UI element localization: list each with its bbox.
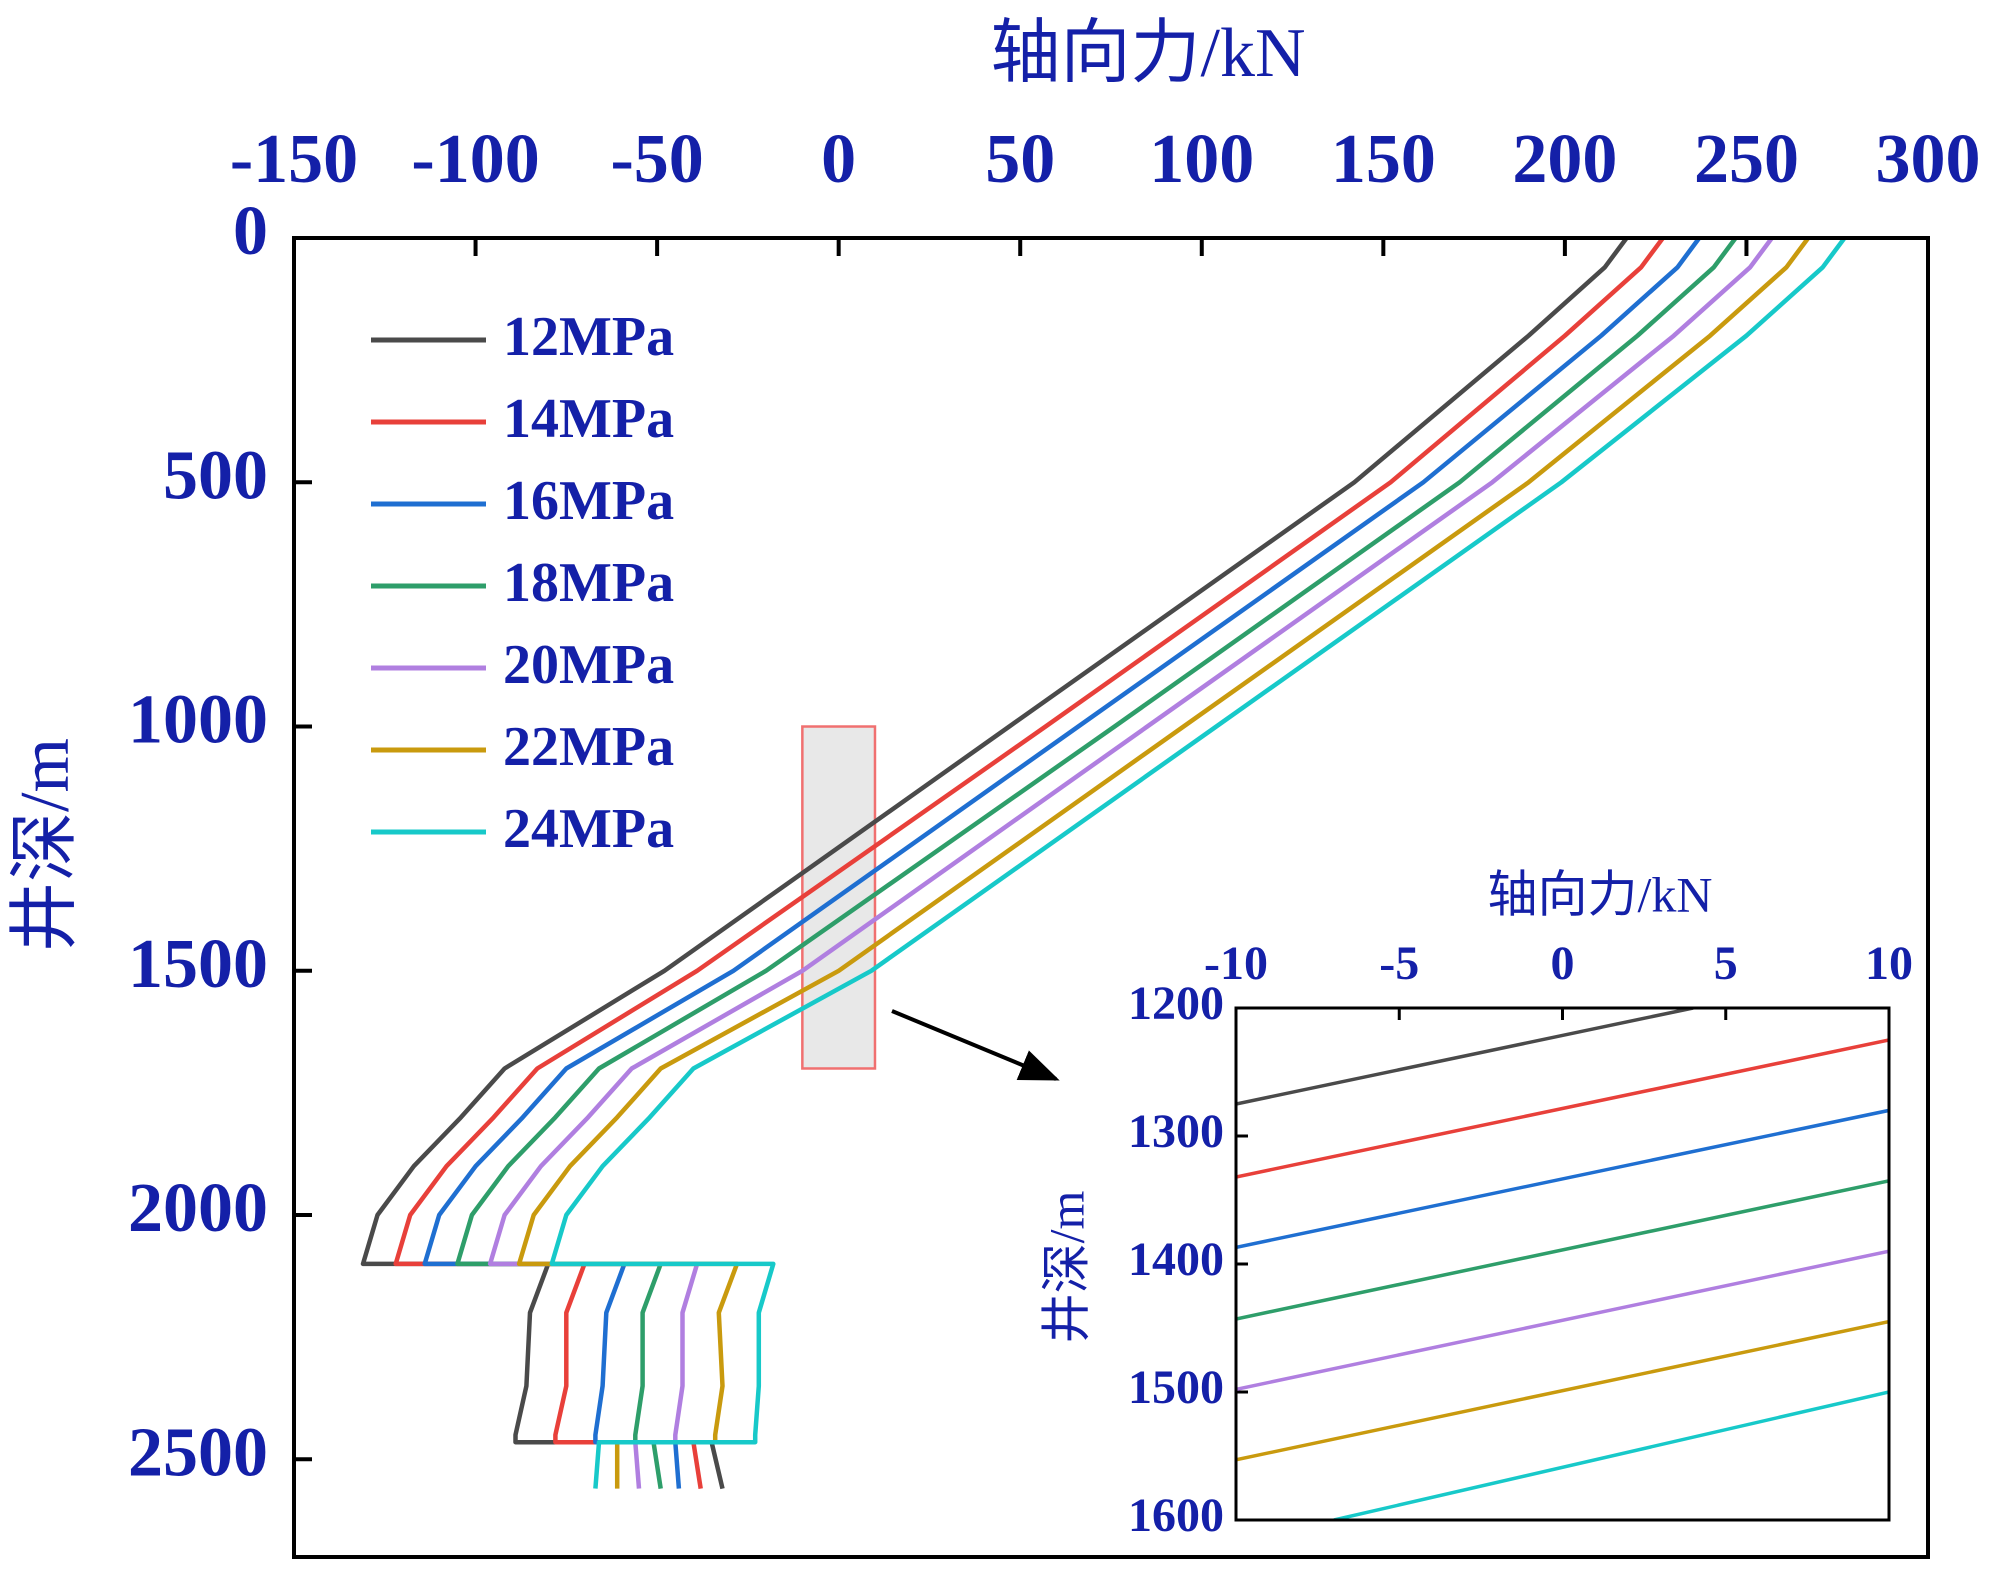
series-line	[1236, 1108, 1889, 1250]
y-tick-label: 2500	[128, 1414, 268, 1491]
y-tick-label: 1000	[128, 682, 268, 759]
x-axis-title: 轴向力/kN	[991, 15, 1306, 92]
x-tick-label: 200	[1512, 121, 1617, 198]
x-tick-label: 50	[985, 121, 1055, 198]
legend-label: 20MPa	[503, 634, 674, 696]
series-line	[1236, 1008, 1694, 1106]
series-line	[455, 238, 1738, 1489]
plot-background	[1236, 1008, 1889, 1520]
series-line	[393, 238, 1665, 1489]
x-tick-label: 0	[821, 121, 856, 198]
legend-label: 24MPa	[503, 798, 674, 860]
x-tick-label: 150	[1331, 121, 1436, 198]
x-tick-label: -10	[1204, 937, 1268, 990]
series-line	[1236, 1179, 1889, 1321]
x-tick-label: 0	[1551, 937, 1575, 990]
x-tick-label: -100	[411, 121, 539, 198]
x-tick-label: -150	[230, 121, 358, 198]
y-tick-label: 1500	[128, 926, 268, 1003]
y-tick-label: 1200	[1128, 977, 1224, 1030]
plot-frame	[1234, 1006, 1891, 1522]
legend-label: 22MPa	[503, 716, 674, 778]
legend-label: 16MPa	[503, 470, 674, 532]
series-line	[1236, 1038, 1889, 1179]
series-line	[516, 238, 1811, 1489]
y-tick-label: 1400	[1128, 1233, 1224, 1286]
series-line	[422, 238, 1702, 1489]
legend-label: 12MPa	[503, 306, 674, 368]
series-line	[487, 238, 1774, 1489]
plot-area	[1236, 1008, 1889, 1520]
x-tick-label: 5	[1714, 937, 1738, 990]
y-axis-title: 井深/m	[7, 738, 84, 952]
plot-frame	[292, 236, 1930, 1559]
series-line	[1236, 1249, 1889, 1392]
y-tick-label: 1300	[1128, 1105, 1224, 1158]
x-tick-label: 250	[1694, 121, 1799, 198]
y-tick-label: 1600	[1128, 1489, 1224, 1542]
y-tick-label: 2000	[128, 1170, 268, 1247]
x-tick-label: -5	[1379, 937, 1419, 990]
zoom-arrow	[891, 1009, 1060, 1081]
series-line	[360, 238, 1629, 1490]
series-line	[549, 238, 1847, 1489]
plot-area	[360, 238, 1847, 1490]
x-tick-label: -50	[610, 121, 703, 198]
y-tick-label: 1500	[1128, 1361, 1224, 1414]
legend-label: 18MPa	[503, 552, 674, 614]
series-line	[1236, 1319, 1889, 1462]
legend-label: 14MPa	[503, 388, 674, 450]
y-tick-label: 0	[233, 193, 268, 270]
y-tick-label: 500	[163, 437, 268, 514]
series-line	[1333, 1390, 1889, 1520]
x-tick-label: 100	[1149, 121, 1254, 198]
y-axis-title: 井深/m	[1038, 1191, 1094, 1344]
x-axis-title: 轴向力/kN	[1488, 866, 1713, 922]
x-tick-label: 300	[1876, 121, 1981, 198]
x-tick-label: 10	[1865, 937, 1913, 990]
inset-chart: 轴向力/kN 井深/m -10 -5 0 5 10 1200 1300 1400 1500 1600	[1038, 866, 1913, 1542]
